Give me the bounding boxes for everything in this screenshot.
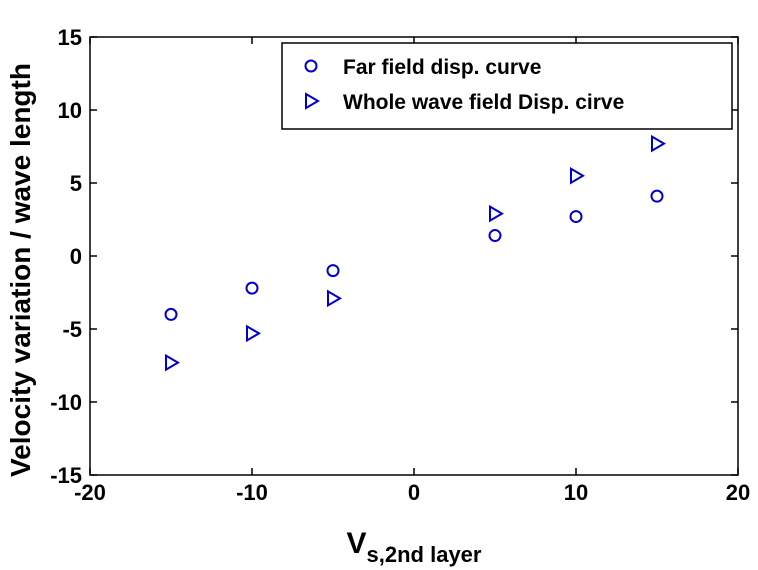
x-tick-label: 10 [564,480,588,505]
y-tick-label: 10 [58,98,82,123]
legend-circle-marker [304,59,318,73]
y-tick-label: -15 [50,463,82,488]
legend-item-whole-wave-field: Whole wave field Disp. cirve [305,91,624,114]
whole-wave-field-data-point [165,353,180,372]
whole-wave-field-data-point [651,134,666,153]
far-field-data-point [650,189,664,203]
y-axis-ticks: -15 -10 -5 0 5 10 15 [50,25,738,488]
whole-wave-field-data-point [327,289,342,308]
x-axis-label-main: V [347,527,367,560]
whole-wave-field-data-point [489,204,504,223]
y-tick-label: -10 [50,390,82,415]
far-field-data-point [164,307,178,321]
far-field-data-point [326,264,340,278]
data-points [164,134,666,372]
whole-wave-field-data-point [246,324,261,343]
x-axis-label-subscript: s,2nd layer [367,542,482,567]
y-tick-label: 0 [70,244,82,269]
legend-label-whole-wave-field: Whole wave field Disp. cirve [343,91,624,114]
legend-item-far-field: Far field disp. curve [304,56,541,79]
x-axis-ticks: -20 -10 0 10 20 [74,37,750,505]
y-axis-label: Velocity variation / wave length [5,63,36,477]
legend-label-far-field: Far field disp. curve [343,56,541,79]
whole-wave-field-data-point [570,166,585,185]
y-tick-label: 5 [70,171,82,196]
legend-triangle-marker [305,92,320,110]
far-field-data-point [488,229,502,243]
x-tick-label: -10 [236,480,268,505]
legend: Far field disp. curve Whole wave field D… [281,42,733,130]
y-tick-label: 15 [58,25,82,50]
far-field-data-point [245,281,259,295]
x-tick-label: 20 [726,480,750,505]
legend-box [281,42,733,130]
y-tick-label: -5 [62,317,82,342]
x-tick-label: 0 [408,480,420,505]
x-tick-label: -20 [74,480,106,505]
x-axis-label: Vs,2nd layer [347,527,482,567]
far-field-data-point [569,210,583,224]
